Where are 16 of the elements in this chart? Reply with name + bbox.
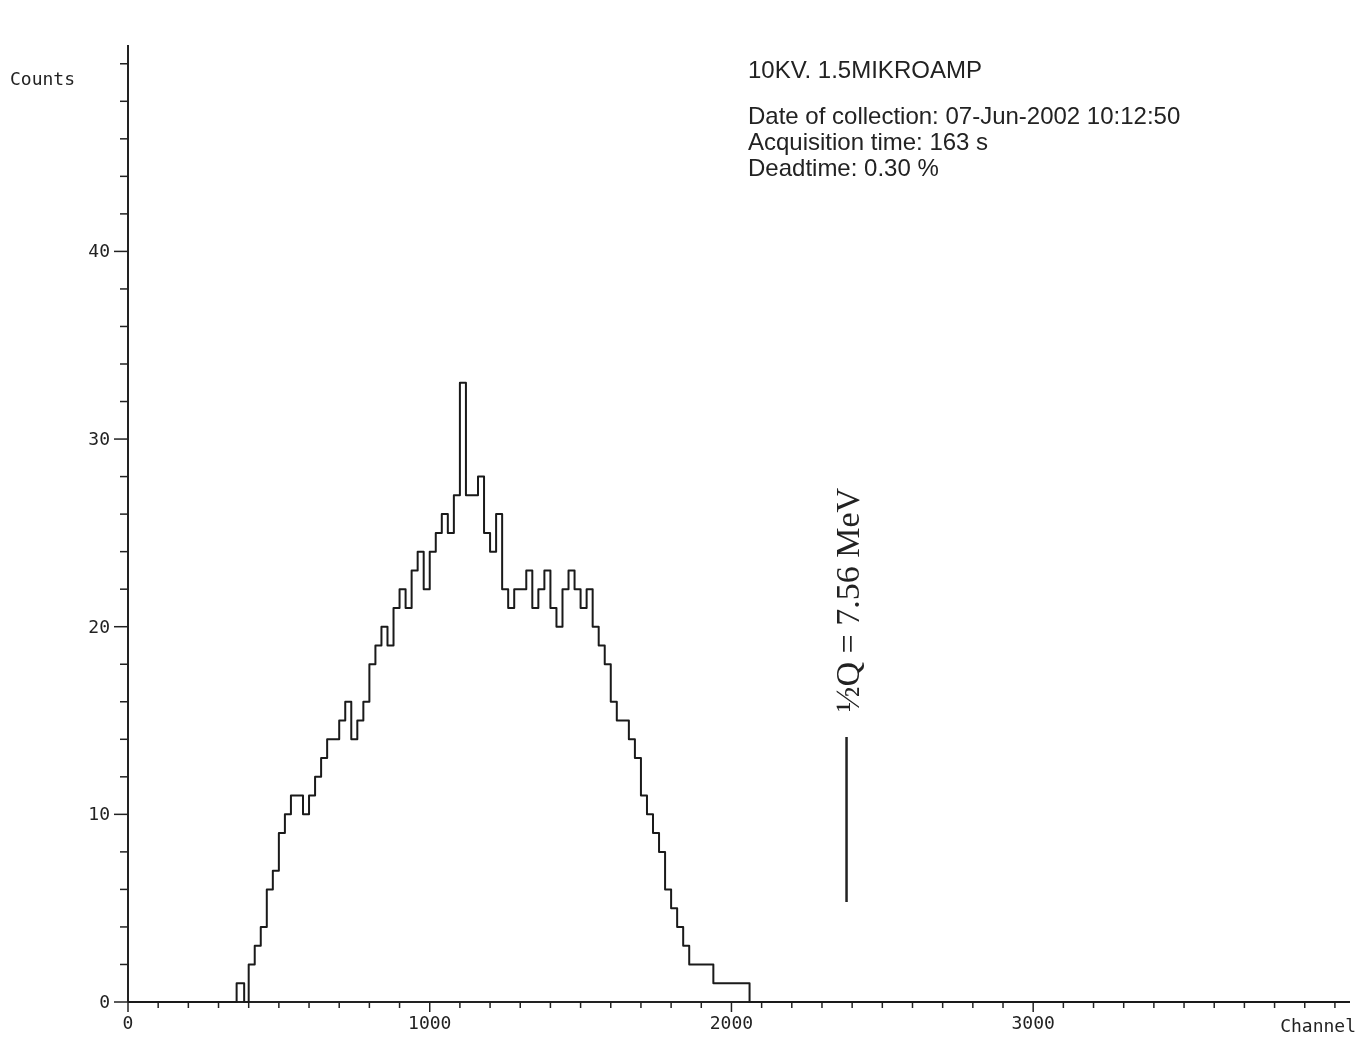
y-tick-label: 30	[88, 428, 110, 450]
y-axis-title: Counts	[10, 68, 76, 89]
y-tick-label: 40	[88, 240, 110, 262]
x-axis-title: Channel	[1280, 1015, 1356, 1036]
annotation: 10KV. 1.5MIKROAMP	[748, 56, 982, 83]
annotation: Date of collection: 07-Jun-2002 10:12:50	[748, 102, 1181, 129]
y-tick-label: 10	[88, 803, 110, 825]
x-tick-label: 1000	[408, 1012, 452, 1033]
annotation: ½Q = 7.56 MeV	[828, 487, 866, 712]
y-tick-label: 0	[99, 991, 110, 1012]
x-tick-label: 0	[122, 1012, 134, 1033]
x-tick-label: 2000	[709, 1012, 754, 1033]
annotation: Acquisition time: 163 s	[748, 128, 989, 155]
x-tick-label: 3000	[1011, 1012, 1055, 1033]
annotation: Deadtime: 0.30 %	[748, 154, 939, 181]
y-tick-label: 20	[88, 615, 110, 637]
